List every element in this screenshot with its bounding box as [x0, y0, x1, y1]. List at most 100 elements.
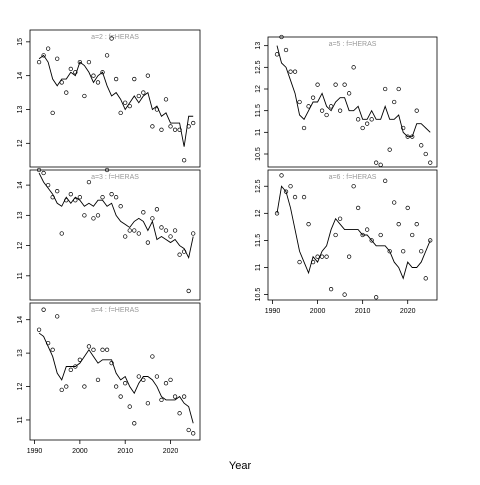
model-line	[276, 45, 431, 138]
data-point	[342, 292, 347, 297]
data-point	[82, 384, 87, 389]
x-tick-label: 2020	[163, 448, 179, 455]
data-point	[428, 238, 433, 243]
data-point	[123, 381, 128, 386]
data-point	[396, 222, 401, 227]
data-point	[191, 231, 196, 236]
y-tick-label: 14	[17, 316, 24, 324]
data-point	[150, 354, 155, 359]
x-tick-label: 2000	[72, 448, 88, 455]
x-tick-label: 2010	[117, 448, 133, 455]
data-point	[136, 374, 141, 379]
y-tick-label: 12	[17, 383, 24, 391]
panel-title: a=3 : f=HERAS	[91, 174, 139, 181]
y-tick-label: 14	[17, 72, 24, 80]
data-point	[401, 249, 406, 254]
data-point	[64, 384, 69, 389]
data-point	[401, 125, 406, 131]
data-point	[104, 347, 110, 352]
x-tick-label: 1990	[265, 308, 281, 315]
model-line	[38, 54, 194, 147]
data-point	[405, 205, 410, 211]
data-point	[50, 110, 55, 116]
panel-title: a=6 : f=HERAS	[329, 174, 377, 181]
data-point	[337, 108, 343, 113]
data-point	[113, 76, 119, 82]
data-point	[324, 112, 329, 118]
x-axis-label: Year	[229, 460, 252, 472]
data-point	[64, 90, 69, 95]
data-point	[132, 76, 137, 82]
y-tick-label: 12	[255, 209, 262, 217]
panel-title: a=2 : f=HERAS	[91, 34, 139, 41]
data-point	[351, 184, 356, 189]
y-tick-label: 11	[17, 416, 24, 423]
data-point	[274, 52, 280, 57]
data-point	[86, 344, 92, 349]
data-point	[297, 99, 302, 105]
data-point	[279, 173, 284, 178]
data-point	[168, 234, 173, 239]
data-point	[145, 401, 151, 406]
data-point	[310, 95, 316, 100]
data-point	[109, 36, 114, 41]
data-point	[132, 228, 137, 233]
data-point	[383, 178, 388, 183]
data-point	[55, 56, 60, 61]
data-point	[50, 347, 55, 352]
data-point	[95, 213, 101, 218]
data-point	[127, 404, 132, 409]
data-point	[41, 170, 46, 176]
data-point	[95, 80, 101, 85]
data-point	[410, 232, 415, 238]
data-point	[419, 143, 424, 148]
data-point	[82, 93, 87, 99]
data-point	[279, 34, 284, 40]
data-point	[59, 231, 64, 236]
data-point	[172, 127, 178, 132]
data-point	[292, 194, 298, 200]
data-point	[306, 222, 311, 227]
data-point	[55, 314, 60, 319]
data-point	[428, 160, 433, 165]
data-point	[109, 192, 114, 197]
model-line	[38, 172, 194, 260]
data-point	[145, 73, 151, 78]
data-point	[36, 167, 42, 173]
data-point	[159, 397, 164, 403]
data-point	[55, 189, 60, 194]
data-point	[392, 200, 397, 205]
data-point	[374, 295, 379, 300]
data-point	[154, 207, 160, 212]
y-tick-label: 12	[255, 85, 262, 93]
y-tick-label: 11.5	[255, 104, 262, 117]
data-point	[360, 125, 365, 131]
data-point	[36, 59, 42, 65]
y-tick-label: 12.5	[255, 60, 262, 74]
data-point	[123, 234, 128, 239]
panel-frame	[29, 302, 201, 441]
data-point	[163, 97, 169, 102]
data-point	[369, 238, 374, 243]
data-point	[319, 108, 325, 113]
panel-frame	[267, 36, 438, 168]
data-point	[423, 276, 428, 281]
data-point	[419, 249, 424, 254]
data-point	[91, 347, 96, 352]
data-point	[118, 110, 123, 116]
data-point	[301, 125, 307, 131]
y-tick-label: 14	[17, 181, 24, 189]
data-point	[172, 394, 178, 399]
data-point	[292, 69, 298, 74]
data-point	[123, 100, 128, 105]
data-point	[181, 394, 187, 399]
data-point	[355, 117, 361, 122]
data-point	[159, 225, 164, 230]
data-point	[168, 124, 173, 129]
data-point	[45, 46, 51, 51]
data-point	[145, 240, 151, 245]
data-point	[168, 377, 173, 383]
data-point	[59, 387, 64, 393]
data-point	[136, 93, 141, 99]
data-point	[41, 307, 46, 312]
